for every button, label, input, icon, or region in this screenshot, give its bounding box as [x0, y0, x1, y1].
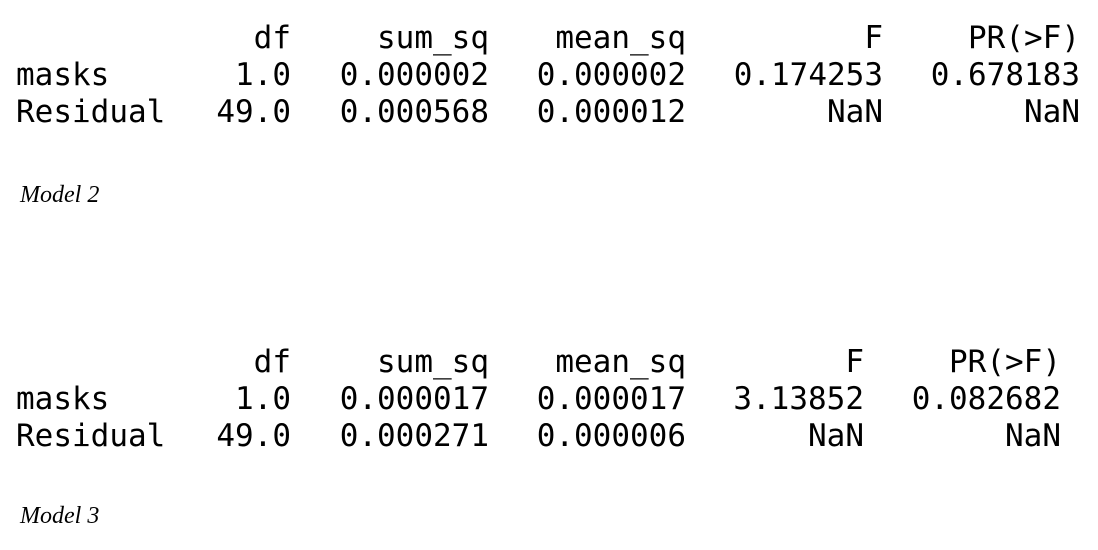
cell-f: NaN	[827, 94, 883, 130]
cell-df: 1.0	[235, 57, 291, 93]
column-header-index	[16, 20, 201, 57]
column-header-mean-sq: mean_sq	[555, 344, 686, 380]
cell-mean-sq: 0.000002	[536, 57, 686, 93]
column-header-df: df	[253, 344, 291, 380]
caption-model-2: Model 2	[20, 182, 100, 208]
table-row: Residual 49.0 0.000271 0.000006 NaN NaN	[16, 418, 1061, 455]
column-header-sum-sq: sum_sq	[377, 344, 489, 380]
cell-mean-sq: 0.000006	[536, 418, 686, 454]
cell-sum-sq: 0.000271	[339, 418, 489, 454]
cell-pr: 0.082682	[911, 381, 1061, 417]
column-header-pr: PR(>F)	[968, 20, 1080, 56]
column-header-mean-sq: mean_sq	[555, 20, 686, 56]
cell-f: NaN	[808, 418, 864, 454]
table-header-row: df sum_sq mean_sq F PR(>F)	[16, 20, 1080, 57]
row-label: masks	[16, 57, 110, 93]
cell-mean-sq: 0.000012	[536, 94, 686, 130]
cell-pr: NaN	[1024, 94, 1080, 130]
cell-sum-sq: 0.000017	[339, 381, 489, 417]
column-header-f: F	[845, 344, 864, 380]
row-label: masks	[16, 381, 110, 417]
table-row: masks 1.0 0.000002 0.000002 0.174253 0.6…	[16, 57, 1080, 94]
cell-pr: NaN	[1005, 418, 1061, 454]
row-label: Residual	[16, 94, 166, 130]
cell-f: 0.174253	[733, 57, 883, 93]
cell-df: 1.0	[235, 381, 291, 417]
cell-mean-sq: 0.000017	[536, 381, 686, 417]
anova-table-model-3: df sum_sq mean_sq F PR(>F) masks 1.0 0.0…	[16, 344, 1061, 455]
column-header-sum-sq: sum_sq	[377, 20, 489, 56]
column-header-index	[16, 344, 201, 381]
table-header-row: df sum_sq mean_sq F PR(>F)	[16, 344, 1061, 381]
cell-df: 49.0	[216, 418, 291, 454]
anova-table-model-2: df sum_sq mean_sq F PR(>F) masks 1.0 0.0…	[16, 20, 1080, 131]
column-header-pr: PR(>F)	[949, 344, 1061, 380]
row-label: Residual	[16, 418, 166, 454]
cell-sum-sq: 0.000568	[339, 94, 489, 130]
cell-df: 49.0	[216, 94, 291, 130]
cell-pr: 0.678183	[930, 57, 1080, 93]
column-header-f: F	[864, 20, 883, 56]
cell-sum-sq: 0.000002	[339, 57, 489, 93]
cell-f: 3.13852	[733, 381, 864, 417]
table-row: Residual 49.0 0.000568 0.000012 NaN NaN	[16, 94, 1080, 131]
caption-model-3: Model 3	[20, 503, 100, 529]
column-header-df: df	[253, 20, 291, 56]
table-row: masks 1.0 0.000017 0.000017 3.13852 0.08…	[16, 381, 1061, 418]
